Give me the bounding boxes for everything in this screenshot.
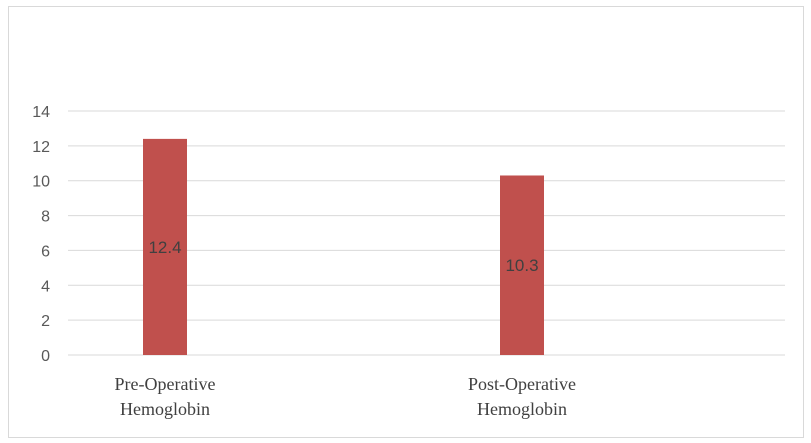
bar	[143, 138, 187, 355]
y-tick-label: 2	[41, 313, 50, 330]
y-tick-label: 0	[41, 348, 50, 365]
data-label: 10.3	[505, 256, 538, 275]
x-category-label: Post-Operative	[468, 374, 576, 394]
y-tick-label: 8	[41, 209, 50, 226]
y-tick-label: 6	[41, 243, 50, 260]
x-axis-categories: Pre-Operative Hemoglobin Post-Operative Hem…	[115, 374, 576, 419]
data-label: 12.4	[148, 238, 181, 257]
y-tick-label: 4	[41, 278, 50, 295]
bar	[500, 175, 544, 355]
data-labels: 12.4 10.3	[148, 238, 538, 275]
x-category-label: Pre-Operative	[115, 374, 216, 394]
gridlines	[68, 110, 785, 356]
y-tick-label: 10	[32, 174, 50, 191]
y-tick-label: 12	[32, 139, 50, 156]
x-category-label: Hemoglobin	[477, 399, 567, 419]
bars	[143, 138, 544, 355]
x-category-label: Hemoglobin	[120, 399, 210, 419]
y-axis-ticks: 0 2 4 6 8 10 12 14	[32, 104, 50, 365]
y-tick-label: 14	[32, 104, 50, 121]
chart-frame	[8, 6, 804, 438]
